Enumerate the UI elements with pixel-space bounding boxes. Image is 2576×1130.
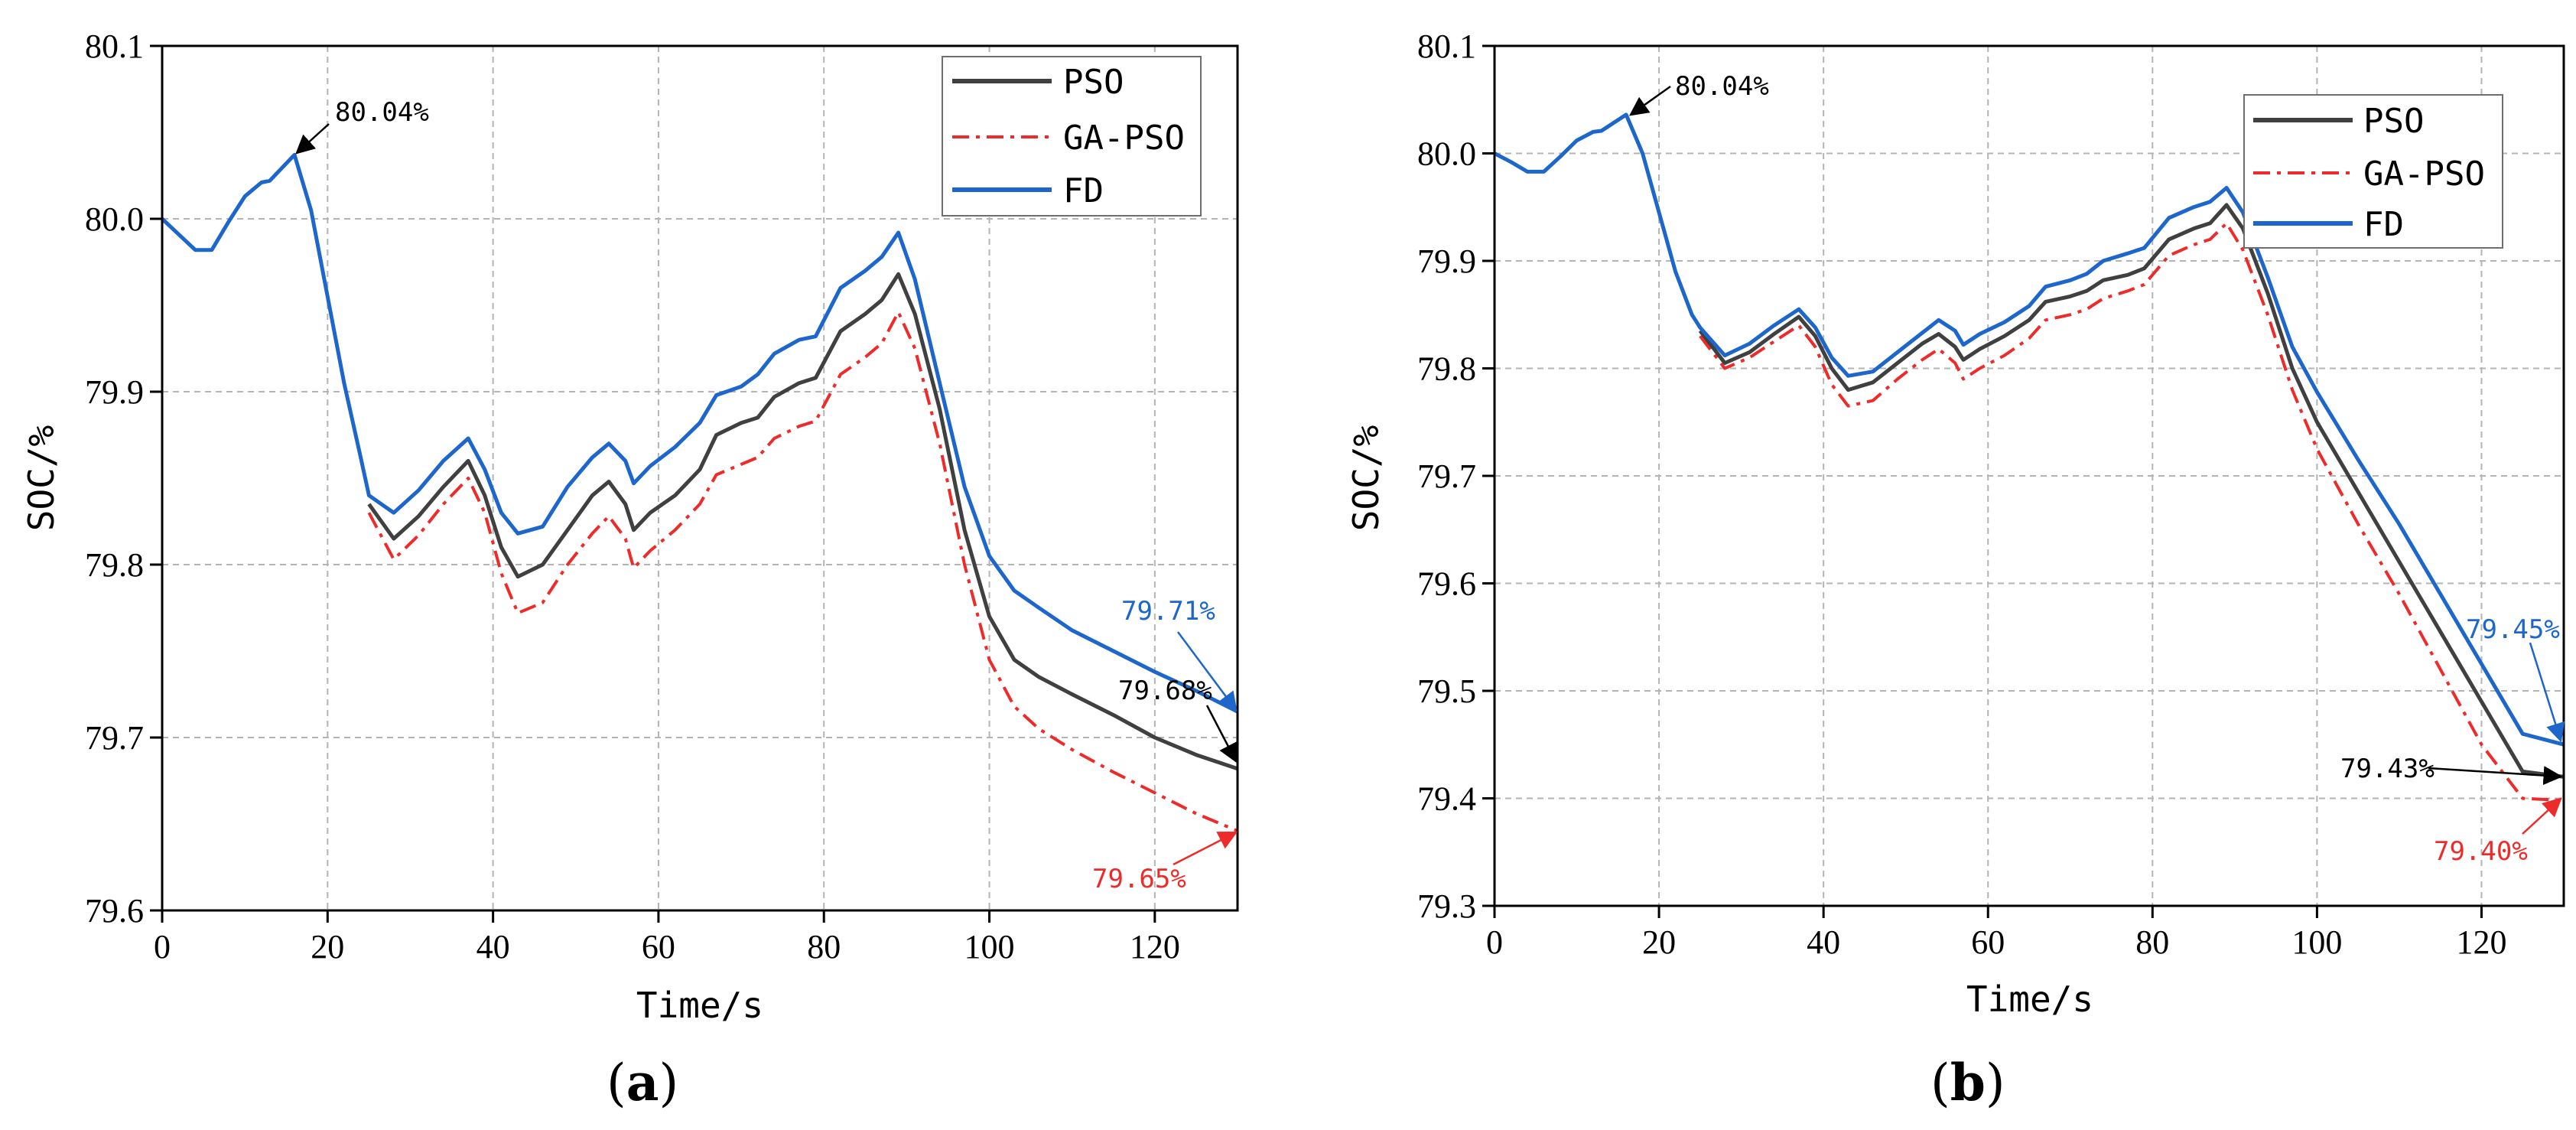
x-tick-label: 120 xyxy=(2456,923,2506,961)
legend-label-fd: FD xyxy=(1063,171,1104,210)
annotation-arrow-fd-end xyxy=(1176,631,1238,712)
x-tick-label: 20 xyxy=(1642,923,1676,961)
x-axis-label: Time/s xyxy=(1966,979,2093,1020)
y-tick-label: 80.1 xyxy=(85,28,144,65)
x-tick-label: 40 xyxy=(476,928,510,966)
legend-label-ga-pso: GA-PSO xyxy=(2363,155,2485,194)
y-tick-label: 79.7 xyxy=(85,719,144,757)
x-tick-label: 40 xyxy=(1807,923,1840,961)
x-tick-label: 100 xyxy=(2291,923,2342,961)
x-tick-label: 0 xyxy=(154,928,171,966)
annotation-gapso-end: 79.65% xyxy=(1092,864,1186,894)
x-tick-label: 100 xyxy=(964,928,1015,966)
x-tick-label: 80 xyxy=(2135,923,2169,961)
y-tick-label: 79.4 xyxy=(1417,780,1476,818)
x-tick-label: 80 xyxy=(807,928,841,966)
y-axis-label: SOC/% xyxy=(1345,425,1387,531)
y-tick-label: 80.0 xyxy=(85,200,144,238)
x-tick-label: 120 xyxy=(1130,928,1180,966)
x-tick-label: 60 xyxy=(1971,923,2005,961)
annotation-arrow-pso-end xyxy=(2428,766,2563,786)
y-axis-label: SOC/% xyxy=(21,425,62,531)
y-tick-label: 80.0 xyxy=(1417,135,1476,173)
annotation-fd-end: 79.45% xyxy=(2466,614,2560,645)
annotation-arrow-gapso-end xyxy=(2522,797,2562,835)
annotation-arrow-fd-end xyxy=(2529,642,2565,743)
annotation-peak: 80.04% xyxy=(335,97,429,128)
annotation-peak: 80.04% xyxy=(1675,71,1769,102)
annotations: 80.04% 79.45% 79.43% 79.40% xyxy=(1628,71,2565,867)
series-line-fd xyxy=(1493,112,2565,747)
series-line-pso xyxy=(367,272,1238,771)
y-tick-label: 80.1 xyxy=(1417,28,1476,65)
annotation-arrow-peak xyxy=(1628,85,1671,116)
annotations: 80.04% 79.71% 79.68% 79.65% xyxy=(295,97,1238,894)
y-tick-label: 79.8 xyxy=(85,546,144,584)
series-line-fd xyxy=(161,152,1239,714)
annotation-gapso-end: 79.40% xyxy=(2434,836,2528,867)
plot-frame xyxy=(161,44,1239,912)
legend-label-pso: PSO xyxy=(1063,63,1124,102)
legend-label-ga-pso: GA-PSO xyxy=(1063,119,1185,158)
chart-a-svg: 0 20 40 60 80 100 12079.679.779.879.980.080.1 … xyxy=(21,28,1239,1112)
annotation-pso-end: 79.68% xyxy=(1118,676,1212,706)
chart-b-svg: 0 20 40 60 80 100 120 79.3 79.4 79.5 79.6 79.7 79.8 7… xyxy=(1345,28,2565,1112)
x-tick-label: 20 xyxy=(311,928,344,966)
y-tick-label: 79.9 xyxy=(85,373,144,411)
legend: PSO GA-PSO FD xyxy=(2243,94,2503,249)
y-tick-label: 79.9 xyxy=(1417,243,1476,280)
series-line-pso xyxy=(1698,203,2565,779)
legend-label-pso: PSO xyxy=(2363,102,2424,141)
chart-panel-a: 0 20 40 60 80 100 120 79.6 79.7 79.8 79.9 80.0 80.1 … xyxy=(21,28,1239,1112)
panel-label-a: (a) xyxy=(607,1053,678,1112)
y-tick-label: 79.6 xyxy=(1417,565,1476,603)
series-line-ga-pso xyxy=(1699,221,2565,803)
series-line-ga-pso xyxy=(367,311,1238,832)
legend-label-fd: FD xyxy=(2363,205,2404,244)
annotation-arrow-gapso-end xyxy=(1173,831,1238,866)
annotation-arrow-pso-end xyxy=(1205,705,1238,764)
chart-panel-b: 0 20 40 60 80 100 120 79.3 79.4 79.5 79.6 79.7 79.8 7… xyxy=(1288,0,2576,1130)
y-tick-label: 79.6 xyxy=(85,892,144,930)
legend: PSO GA-PSO FD xyxy=(942,56,1202,217)
annotation-fd-end: 79.71% xyxy=(1121,596,1215,627)
x-tick-label: 60 xyxy=(642,928,675,966)
y-tick-label: 79.7 xyxy=(1417,458,1476,495)
x-tick-label: 0 xyxy=(1486,923,1503,961)
x-axis-label: Time/s xyxy=(636,985,763,1026)
annotation-arrow-peak xyxy=(295,123,330,155)
y-tick-label: 79.3 xyxy=(1417,887,1476,925)
y-tick-label: 79.5 xyxy=(1417,672,1476,710)
y-tick-label: 79.8 xyxy=(1417,350,1476,388)
annotation-pso-end: 79.43% xyxy=(2340,754,2435,784)
panel-label-b: (b) xyxy=(1930,1053,2005,1112)
